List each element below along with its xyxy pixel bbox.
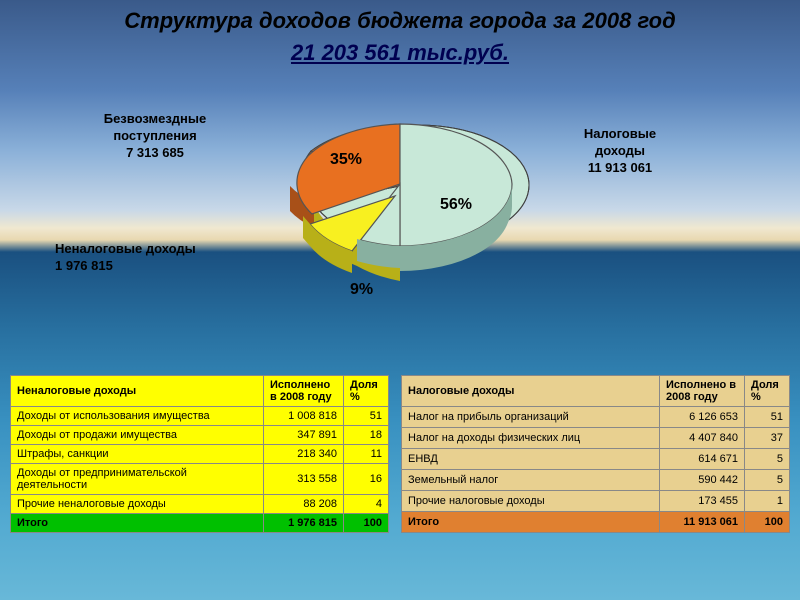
page-subtitle: 21 203 561 тыс.руб. — [0, 40, 800, 66]
table-total-row: Итого1 976 815100 — [11, 514, 389, 533]
table-nontax: Неналоговые доходы Исполнено в 2008 году… — [10, 375, 389, 533]
table-row: Земельный налог590 4425 — [402, 470, 790, 491]
t1-h1: Исполнено в 2008 году — [264, 376, 344, 407]
t1-h2: Доля % — [344, 376, 389, 407]
pie-chart-area: Налоговые доходы 11 913 061 Неналоговые … — [0, 66, 800, 366]
pie-pct-35: 35% — [330, 151, 362, 169]
t2-h1: Исполнено в 2008 году — [660, 376, 745, 407]
table-row: Штрафы, санкции218 34011 — [11, 445, 389, 464]
pie-chart — [270, 96, 530, 316]
table-row: Налог на доходы физических лиц4 407 8403… — [402, 428, 790, 449]
table-row: Доходы от использования имущества1 008 8… — [11, 407, 389, 426]
page-title: Структура доходов бюджета города за 2008… — [0, 0, 800, 34]
pie-label-free: Безвозмездные поступления 7 313 685 — [85, 111, 225, 162]
table-total-row: Итого11 913 061100 — [402, 512, 790, 533]
pie-label-tax: Налоговые доходы 11 913 061 — [560, 126, 680, 177]
table-row: Доходы от предпринимательской деятельнос… — [11, 464, 389, 495]
table-row: Прочие налоговые доходы173 4551 — [402, 491, 790, 512]
t2-h0: Налоговые доходы — [402, 376, 660, 407]
table-row: Доходы от продажи имущества347 89118 — [11, 426, 389, 445]
table-tax: Налоговые доходы Исполнено в 2008 году Д… — [401, 375, 790, 533]
pie-pct-56: 56% — [440, 196, 472, 214]
pie-label-nontax: Неналоговые доходы 1 976 815 — [55, 241, 215, 275]
t1-h0: Неналоговые доходы — [11, 376, 264, 407]
t2-h2: Доля % — [745, 376, 790, 407]
table-row: ЕНВД614 6715 — [402, 449, 790, 470]
pie-pct-9: 9% — [350, 281, 373, 299]
table-row: Прочие неналоговые доходы88 2084 — [11, 495, 389, 514]
table-row: Налог на прибыль организаций6 126 65351 — [402, 407, 790, 428]
tables-row: Неналоговые доходы Исполнено в 2008 году… — [0, 375, 800, 533]
